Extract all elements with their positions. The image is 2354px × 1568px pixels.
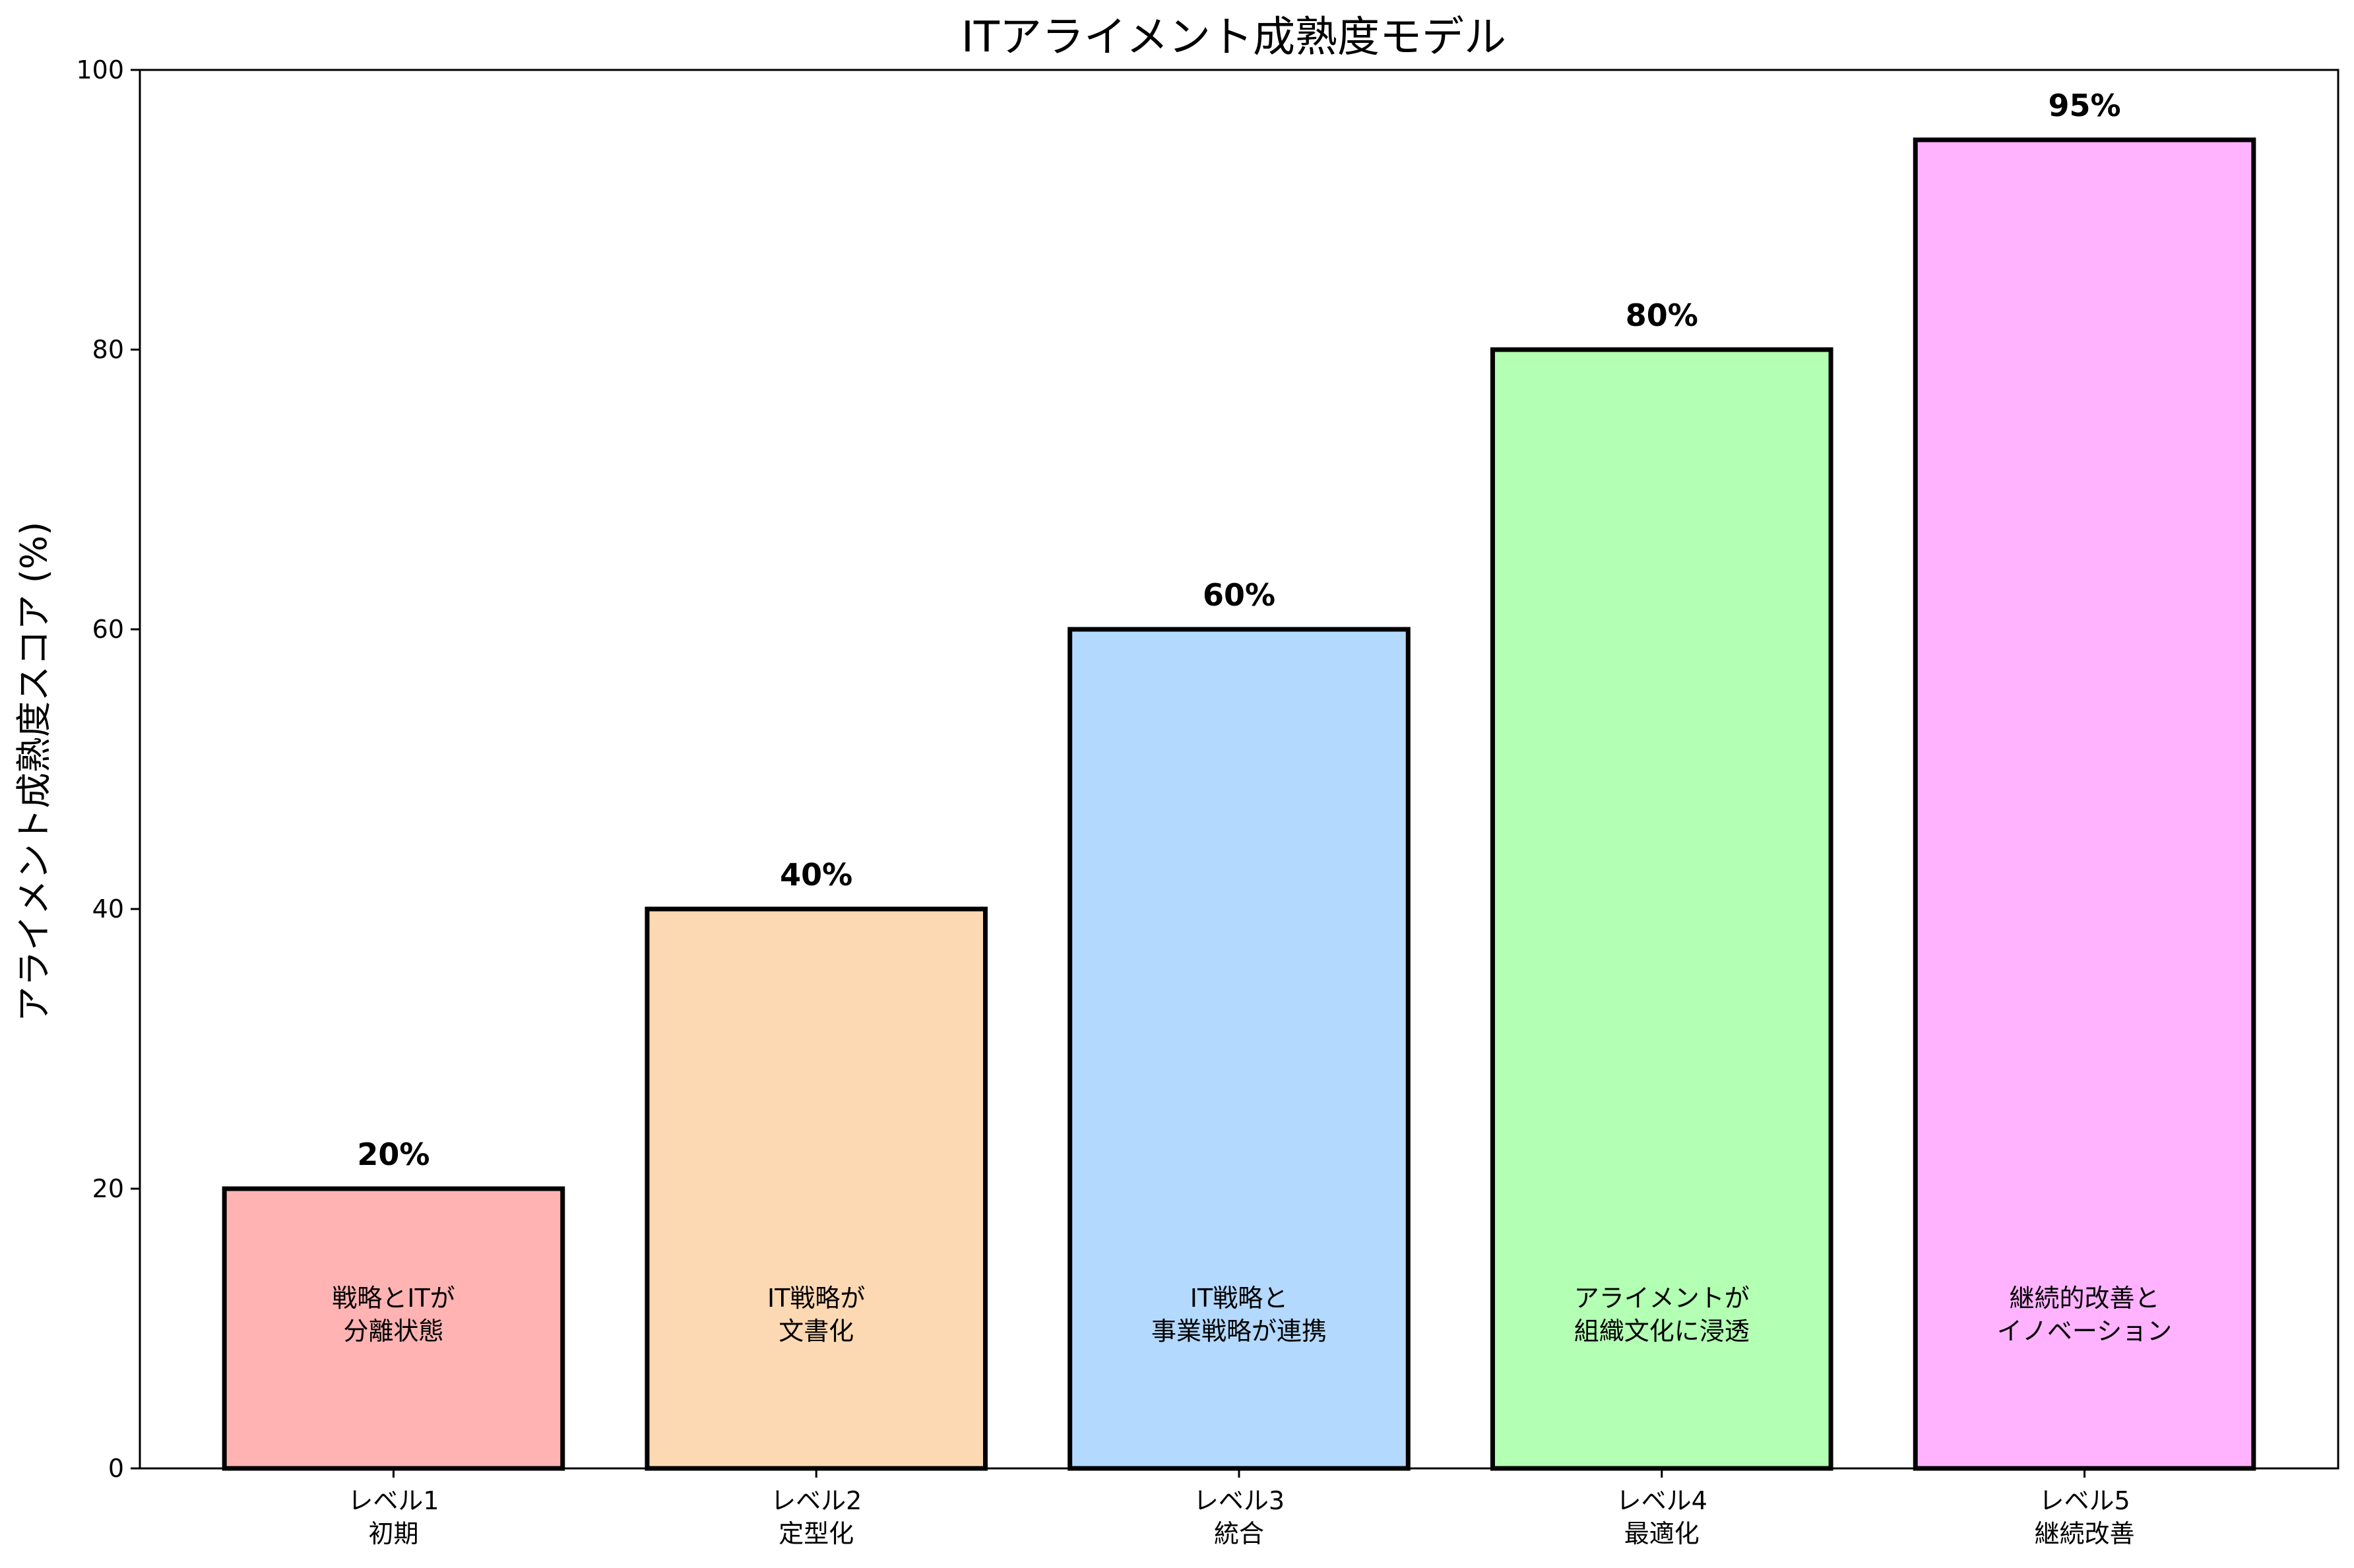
x-tick-label: 定型化 (779, 1519, 854, 1548)
x-tick-label: 統合 (1214, 1519, 1264, 1548)
y-tick-label: 40 (92, 894, 124, 924)
x-tick-label: レベル2 (771, 1486, 862, 1515)
y-tick-label: 20 (92, 1174, 124, 1203)
chart-title: ITアライメント成熟度モデル (961, 13, 1506, 62)
y-tick-label: 100 (76, 55, 124, 84)
bar-description: 事業戦略が連携 (1151, 1317, 1327, 1346)
x-tick-label: 最適化 (1624, 1519, 1700, 1548)
bar-description: IT戦略と (1190, 1284, 1288, 1313)
x-tick-label: レベル3 (1193, 1486, 1285, 1515)
x-tick-label: レベル4 (1616, 1486, 1707, 1515)
bar-description: IT戦略が (767, 1284, 865, 1313)
x-axis-ticks: レベル1 初期 レベル2 定型化 レベル3 統合 レベル4 最適化 レベル5 継続改善 (348, 1468, 2135, 1548)
bar-value-label: 80% (1626, 298, 1698, 333)
y-tick-label: 60 (92, 615, 124, 644)
y-axis-label: アライメント成熟度スコア (%) (13, 522, 55, 1022)
y-tick-label: 0 (108, 1454, 124, 1483)
bar (645, 906, 988, 1471)
x-tick-label: 初期 (368, 1519, 418, 1548)
bar (222, 1186, 565, 1471)
bar-value-label: 40% (780, 857, 852, 893)
plot-area-frame (139, 69, 2339, 1470)
bar (1067, 627, 1411, 1471)
bar-description: 継続的改善と (2010, 1284, 2160, 1313)
bar-value-label: 20% (357, 1137, 429, 1172)
bar-description: 分離状態 (343, 1317, 443, 1346)
bar-description: 戦略とITが (332, 1284, 455, 1313)
y-tick-label: 80 (92, 335, 124, 364)
bar-description: アライメントが (1574, 1284, 1750, 1313)
bar-description: 文書化 (779, 1317, 854, 1346)
x-tick-label: レベル5 (2039, 1486, 2130, 1515)
bar-value-label: 95% (2048, 88, 2120, 123)
bar (1490, 347, 1833, 1471)
x-tick-label: レベル1 (348, 1486, 439, 1515)
bar-description: 組織文化に浸透 (1574, 1317, 1750, 1346)
x-tick-label: 継続改善 (2035, 1519, 2135, 1548)
bar-value-label: 60% (1203, 577, 1275, 613)
bar-description: イノベーション (1997, 1317, 2172, 1346)
bar (1913, 137, 2256, 1471)
y-axis-ticks: 0 20 40 60 80 100 (76, 55, 140, 1483)
